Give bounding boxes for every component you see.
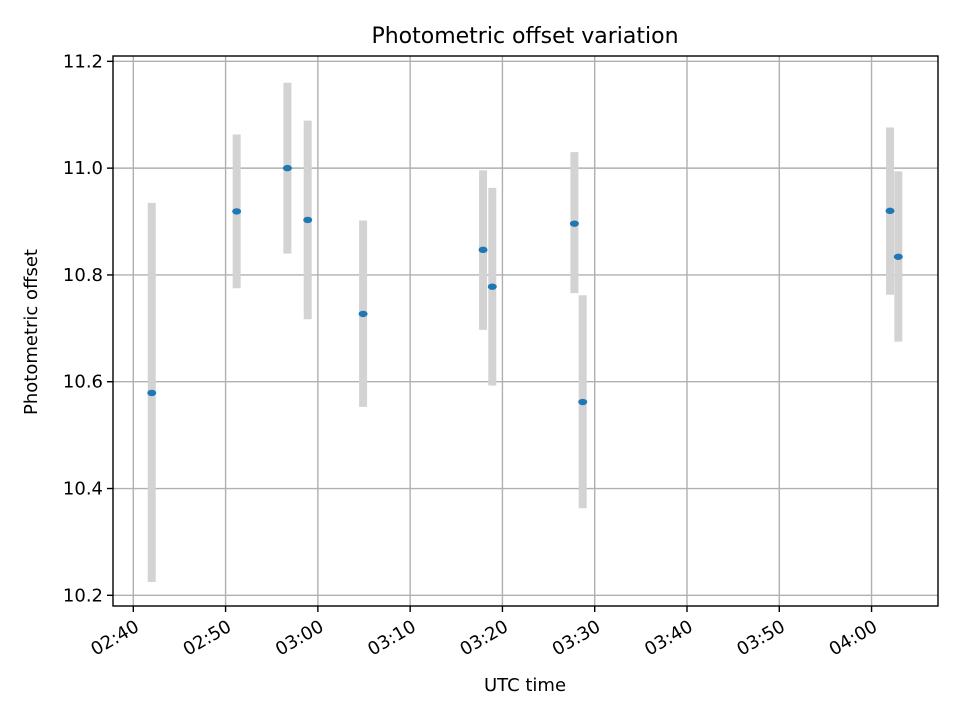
data-point	[358, 310, 368, 318]
x-tick-label: 03:00	[272, 616, 327, 660]
y-axis-label: Photometric offset	[21, 249, 42, 415]
data-point	[578, 398, 588, 406]
data-point	[232, 208, 242, 215]
y-tick-label: 10.6	[63, 372, 103, 393]
x-tick-label: 02:40	[87, 616, 142, 660]
axis-ticks: 02:40 02:50 03:00 03:10 03:20 03:30 03:40 03:50…	[63, 51, 881, 660]
data-point	[487, 283, 497, 290]
x-tick-label: 04:00	[826, 616, 881, 660]
grid-lines	[113, 56, 938, 606]
y-tick-label: 10.8	[63, 265, 103, 286]
x-axis-label: UTC time	[484, 675, 566, 696]
data-point	[893, 253, 903, 260]
y-tick-label: 10.2	[63, 585, 103, 606]
data-point	[303, 216, 313, 224]
x-tick-label: 02:50	[180, 616, 235, 660]
data-points	[147, 164, 903, 406]
x-tick-label: 03:20	[457, 616, 512, 660]
x-tick-label: 03:30	[549, 616, 604, 660]
x-tick-label: 03:40	[641, 616, 696, 660]
data-point	[478, 246, 488, 254]
y-tick-label: 11.2	[63, 51, 103, 72]
data-point	[885, 207, 895, 215]
data-point	[569, 220, 579, 227]
y-tick-label: 11.0	[63, 158, 103, 179]
chart-title: Photometric offset variation	[371, 24, 678, 49]
x-tick-label: 03:10	[364, 616, 419, 660]
data-point	[282, 164, 292, 172]
x-tick-label: 03:50	[733, 616, 788, 660]
data-point	[147, 389, 157, 397]
error-bars	[147, 82, 903, 582]
plot-frame	[112, 55, 939, 607]
y-tick-label: 10.4	[63, 479, 103, 500]
